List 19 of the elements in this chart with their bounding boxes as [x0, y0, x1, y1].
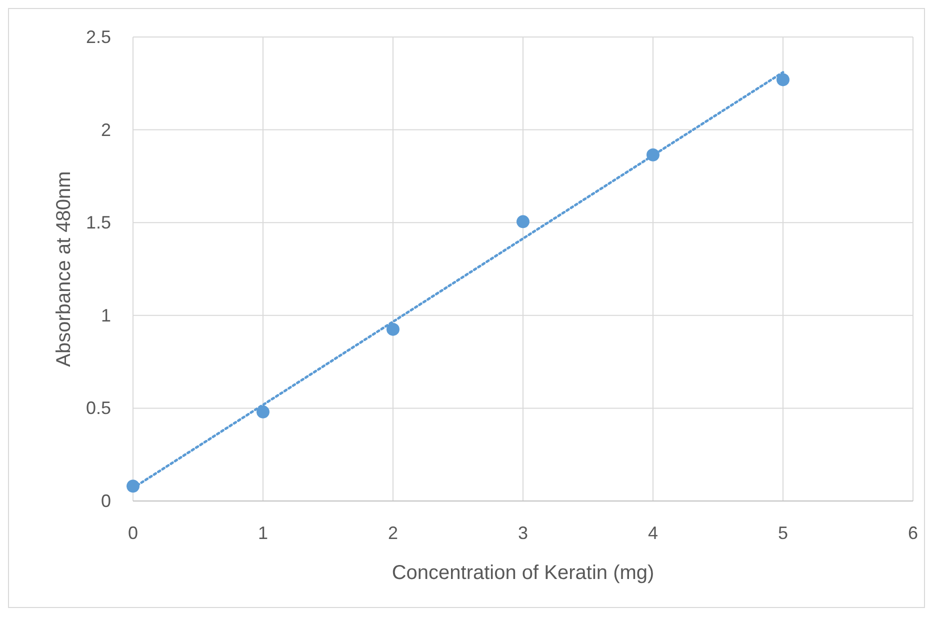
y-tick-label: 2.5: [86, 27, 111, 47]
y-tick-label: 0.5: [86, 398, 111, 418]
point: [516, 215, 530, 228]
x-axis-title: Concentration of Keratin (mg): [392, 562, 654, 584]
x-tick-label: 2: [388, 523, 398, 543]
x-tick-label: 0: [128, 523, 138, 543]
y-tick-label: 1: [100, 305, 111, 326]
point: [776, 73, 790, 86]
x-tick-label: 3: [518, 523, 528, 543]
x-tick-label: 6: [908, 523, 918, 543]
y-tick-label: 2: [100, 120, 111, 140]
x-tick-label: 1: [258, 523, 268, 543]
x-tick-label: 5: [778, 523, 788, 543]
y-axis-title: Absorbance at 480nm: [53, 171, 75, 367]
point: [386, 322, 400, 336]
point: [256, 405, 270, 418]
y-tick-label: 1.5: [86, 212, 111, 233]
y-tick-label: 0: [100, 491, 111, 511]
x-tick-label: 4: [648, 523, 658, 543]
